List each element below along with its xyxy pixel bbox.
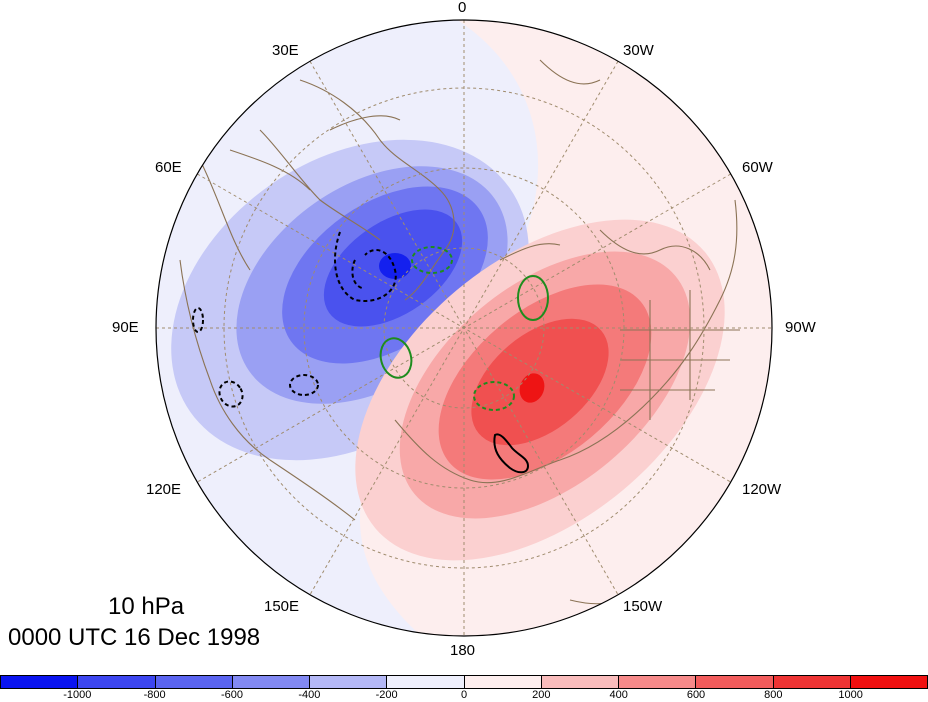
colorbar-box — [850, 676, 927, 688]
green-solid-contours — [379, 275, 549, 379]
colorbar-box — [232, 676, 310, 688]
black-solid-contour — [493, 433, 530, 474]
graticule — [156, 20, 772, 636]
neg-contour-1000 — [379, 253, 411, 279]
lon-label-60e: 60E — [155, 159, 182, 176]
black-dashed-contour — [289, 374, 319, 396]
colorbar-tick-label: 0 — [460, 689, 468, 701]
coastlines — [179, 59, 740, 605]
lon-label-60w: 60W — [742, 159, 773, 176]
colorbar-box — [541, 676, 619, 688]
colorbar-tick-label: -1000 — [63, 689, 92, 701]
black-dashed-contours — [192, 231, 397, 408]
level-label: 10 hPa — [108, 593, 185, 620]
colorbar-tick-label: 200 — [532, 689, 551, 701]
colorbar-tick-label: 1000 — [838, 689, 863, 701]
black-solid-contours — [493, 433, 530, 474]
colorbar-tick-label: 600 — [686, 689, 706, 701]
colorbar-tick-label: -200 — [375, 689, 398, 701]
black-dashed-contour — [351, 259, 363, 289]
positive-anomaly — [355, 219, 725, 561]
green-solid-contour — [517, 275, 549, 321]
colorbar-box — [387, 676, 465, 688]
black-dashed-contour — [218, 380, 244, 408]
colorbar-box — [1, 676, 79, 688]
colorbar-tick-label: 800 — [764, 689, 783, 701]
globe-outline — [155, 19, 773, 637]
lon-label-180: 180 — [450, 642, 476, 659]
lon-label-90w: 90W — [785, 319, 816, 336]
lon-label-150w: 150W — [623, 598, 663, 615]
colorbar-box — [155, 676, 233, 688]
colorbar-tick-label: -600 — [220, 689, 244, 701]
lon-label-90e: 90E — [112, 319, 139, 336]
colorbar-box — [464, 676, 542, 688]
colorbar-tick-label: 400 — [609, 689, 628, 701]
lon-label-0: 0 — [458, 0, 467, 16]
colorbar-tick-label: -800 — [143, 689, 166, 701]
colorbar-box — [310, 676, 388, 688]
colorbar-box — [696, 676, 774, 688]
pos-contour-1000 — [519, 373, 545, 403]
lon-label-30e: 30E — [272, 42, 299, 59]
colorbar — [0, 675, 928, 689]
colorbar-tick-label: -400 — [298, 689, 321, 701]
green-dashed-contour — [473, 381, 515, 411]
black-dashed-contour — [334, 231, 397, 302]
colorbar-box — [78, 676, 156, 688]
colorbar-box — [619, 676, 697, 688]
lon-label-120e: 120E — [146, 481, 182, 498]
green-solid-contour — [379, 337, 413, 379]
colorbar-box — [773, 676, 851, 688]
green-dashed-contour — [411, 246, 453, 274]
time-label: 0000 UTC 16 Dec 1998 — [8, 624, 261, 651]
green-dashed-contours — [411, 246, 515, 411]
lon-label-150e: 150E — [264, 598, 300, 615]
contour-overlays — [192, 231, 549, 474]
lon-label-120w: 120W — [742, 481, 782, 498]
lon-label-30w: 30W — [623, 42, 654, 59]
black-dashed-contour — [192, 307, 204, 333]
